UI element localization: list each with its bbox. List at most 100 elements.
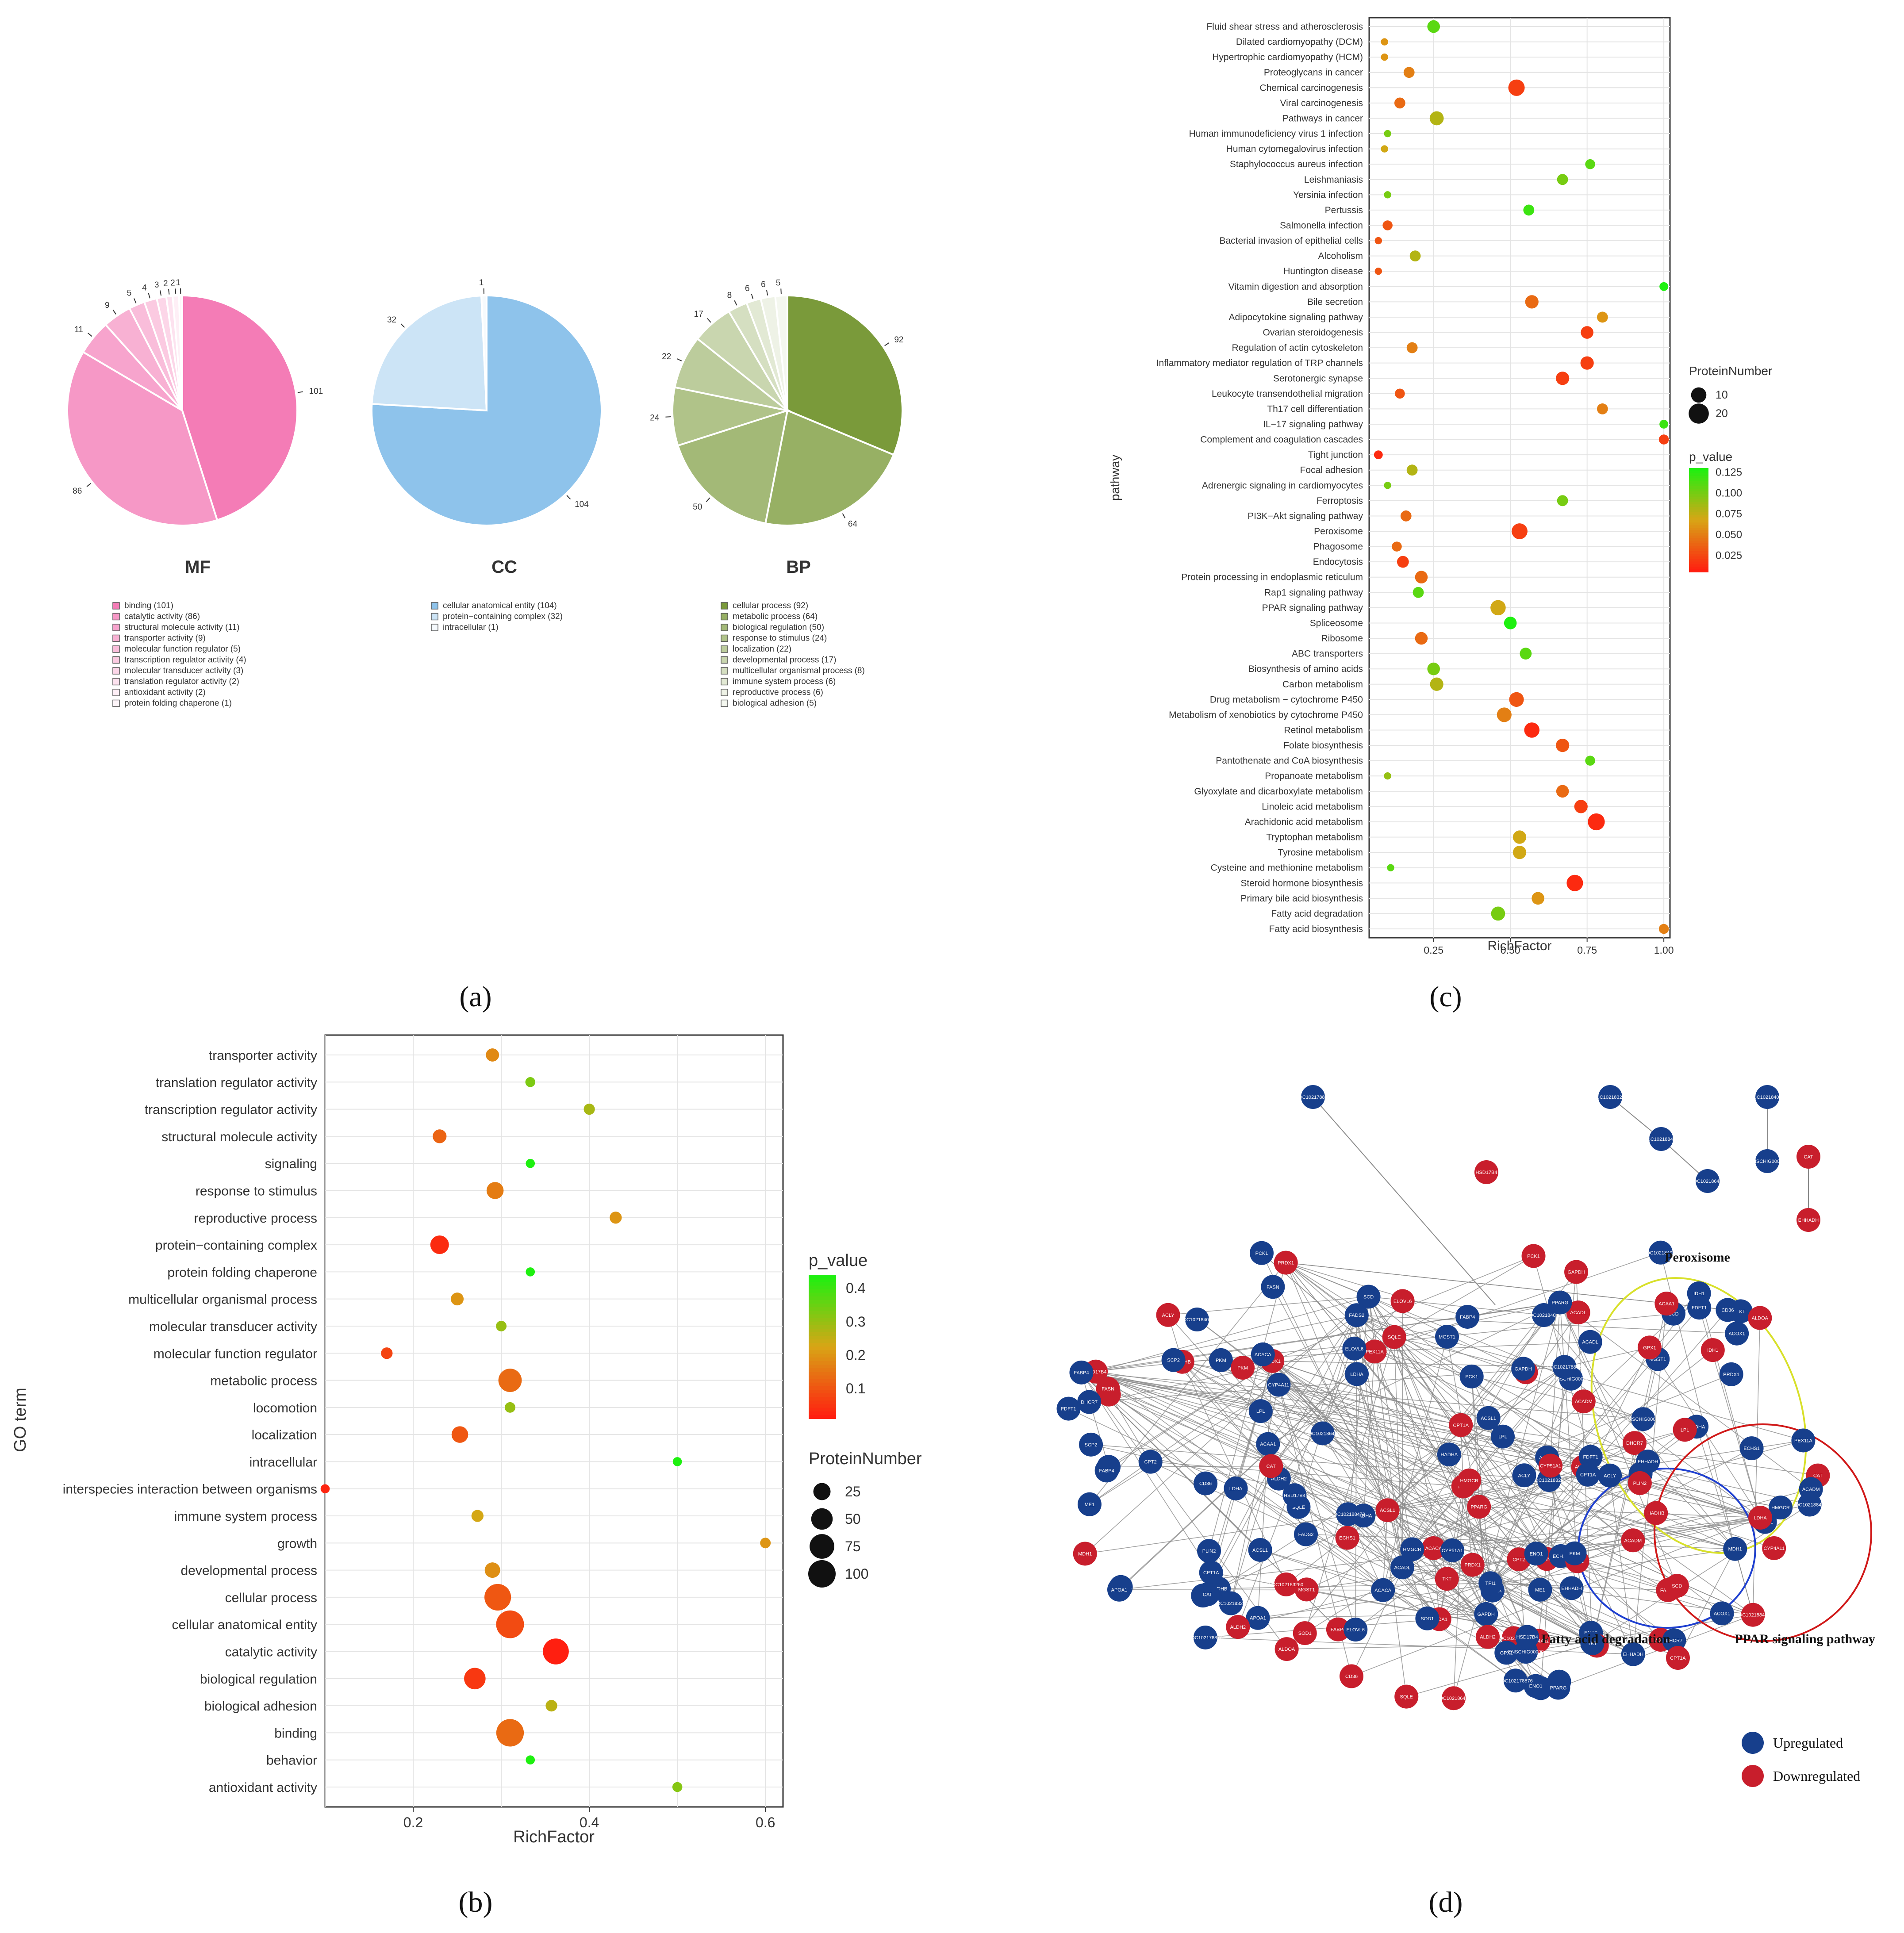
network-node bbox=[1219, 1591, 1243, 1615]
kegg-point-yersinia-infection bbox=[1384, 191, 1391, 199]
network-node-label: LOC102183260 bbox=[1269, 1582, 1303, 1588]
network-node bbox=[1552, 1355, 1577, 1379]
network-node-label: HSD17B4 bbox=[1476, 1170, 1497, 1175]
kegg-y-label: Human cytomegalovirus infection bbox=[1226, 144, 1363, 154]
kegg-point-rap1-signaling-pathway bbox=[1413, 587, 1424, 598]
network-node-label: LOC102188473 bbox=[1644, 1137, 1678, 1142]
network-node bbox=[1719, 1362, 1743, 1386]
network-node-label: LOC102186459 bbox=[1690, 1179, 1725, 1184]
pie-title-mf: MF bbox=[185, 557, 211, 577]
network-node-label: LPL bbox=[1498, 1434, 1507, 1440]
kegg-y-label: Dilated cardiomyopathy (DCM) bbox=[1236, 37, 1363, 47]
kegg-y-label: Staphylococcus aureus infection bbox=[1230, 159, 1363, 169]
network-edge bbox=[1463, 1486, 1633, 1541]
network-node-label: ACACA bbox=[1425, 1546, 1443, 1551]
network-edge bbox=[1356, 1315, 1661, 1640]
network-node bbox=[1474, 1602, 1498, 1626]
kegg-x-tick-label: 1.00 bbox=[1654, 944, 1674, 956]
network-node bbox=[1511, 1357, 1535, 1381]
network-edge bbox=[1081, 1372, 1735, 1549]
kegg-point-inflammatory-mediator-regulation-of-trp-channels bbox=[1580, 356, 1594, 370]
network-edge bbox=[1363, 1351, 1375, 1516]
go-points bbox=[320, 1048, 771, 1792]
go-colorbar-step bbox=[809, 1321, 836, 1326]
kegg-colorbar-step bbox=[1689, 486, 1708, 489]
legend-upregulated-label: Upregulated bbox=[1773, 1735, 1843, 1751]
network-node bbox=[1193, 1625, 1217, 1649]
kegg-y-labels: Fluid shear stress and atherosclerosis Di… bbox=[1156, 22, 1363, 934]
network-node bbox=[1390, 1289, 1415, 1313]
pie-label-tick bbox=[751, 293, 754, 299]
network-node-label: ACOX1 bbox=[1728, 1331, 1745, 1337]
network-edge bbox=[1306, 1480, 1550, 1590]
network-node bbox=[1701, 1338, 1725, 1362]
pie-legend-swatch bbox=[431, 613, 438, 621]
pie-legend-label: catalytic activity (86) bbox=[124, 612, 200, 621]
network-node bbox=[1301, 1085, 1325, 1109]
network-node-label: SOD1 bbox=[1298, 1631, 1312, 1636]
network-node-label: FASN bbox=[1267, 1285, 1279, 1290]
network-node-label: ME1 bbox=[1085, 1502, 1095, 1507]
kegg-size-legend: 10 20 bbox=[1689, 387, 1728, 424]
pie-legend-label: response to stimulus (24) bbox=[733, 634, 827, 643]
network-edge bbox=[1412, 1549, 1440, 1619]
pie-legend-swatch bbox=[112, 678, 120, 686]
network-node-label: HADHB bbox=[1647, 1511, 1665, 1516]
network-node bbox=[1755, 1085, 1779, 1109]
kegg-y-label: Inflammatory mediator regulation of TRP … bbox=[1156, 358, 1363, 368]
network-node-label: PRDX1 bbox=[1464, 1563, 1481, 1568]
kegg-point-serotonergic-synapse bbox=[1556, 372, 1570, 385]
pie-slice-label: 24 bbox=[650, 413, 660, 422]
network-node-label: TKT bbox=[1588, 1641, 1597, 1646]
network-node-label: DHCR7 bbox=[1666, 1638, 1682, 1643]
network-edge bbox=[1387, 1374, 1731, 1511]
legend-upregulated-swatch bbox=[1742, 1732, 1764, 1754]
go-point-cellular-process bbox=[484, 1584, 511, 1611]
kegg-y-label: Vitamin digestion and absorption bbox=[1228, 282, 1363, 292]
go-y-label: transcription regulator activity bbox=[145, 1103, 317, 1117]
network-node bbox=[1274, 1572, 1298, 1596]
network-node-label: PCK1 bbox=[1255, 1251, 1268, 1256]
kegg-point-tyrosine-metabolism bbox=[1512, 846, 1527, 859]
kegg-point-proteoglycans-in-cancer bbox=[1403, 67, 1415, 78]
pie-slice-label: 11 bbox=[74, 325, 83, 334]
go-point-intracellular bbox=[672, 1457, 682, 1466]
network-edge bbox=[1347, 1514, 1383, 1591]
network-node-label: CPT1A bbox=[1203, 1570, 1219, 1576]
network-node bbox=[1725, 1321, 1749, 1346]
network-node-label: PRDX1 bbox=[1278, 1261, 1294, 1266]
network-node-label: ACLY bbox=[1518, 1473, 1531, 1478]
kegg-y-label: Bile secretion bbox=[1307, 297, 1363, 307]
kegg-point-vitamin-digestion-and-absorption bbox=[1659, 282, 1669, 291]
network-node bbox=[1649, 1127, 1673, 1151]
kegg-size-legend-label: 10 bbox=[1716, 389, 1728, 401]
kegg-colorbar-step bbox=[1689, 538, 1708, 541]
kegg-y-label: Retinol metabolism bbox=[1284, 725, 1363, 736]
kegg-y-label: Leishmaniasis bbox=[1304, 175, 1363, 185]
pie-slice-label: 2 bbox=[163, 279, 168, 288]
network-node bbox=[1069, 1360, 1094, 1385]
pie-legend-swatch bbox=[721, 602, 728, 610]
network-node bbox=[1248, 1399, 1273, 1423]
network-edge bbox=[1089, 1315, 1357, 1505]
kegg-y-label: Carbon metabolism bbox=[1282, 679, 1363, 690]
network-node-label: EHHADH bbox=[1623, 1652, 1644, 1657]
network-edge bbox=[1286, 1262, 1591, 1457]
network-node-label: PKM bbox=[1237, 1365, 1248, 1371]
network-edge bbox=[1081, 1372, 1648, 1462]
pie-legend-label: translation regulator activity (2) bbox=[124, 677, 239, 687]
pie-slice-bp-cellular-process bbox=[787, 294, 903, 456]
pie-legends: binding (101) catalytic activity (86) stru… bbox=[112, 601, 865, 708]
kegg-colorbar-step bbox=[1689, 491, 1708, 495]
go-y-label: interspecies interaction between organis… bbox=[63, 1482, 317, 1497]
network-node-label: ACSL1 bbox=[1252, 1548, 1268, 1553]
go-point-reproductive-process bbox=[610, 1212, 622, 1224]
network-node bbox=[1546, 1676, 1570, 1700]
network-edge bbox=[1549, 1429, 1685, 1480]
network-node bbox=[1096, 1377, 1120, 1401]
pie-legend-label: transcription regulator activity (4) bbox=[124, 656, 246, 665]
pie-slice-label: 22 bbox=[662, 352, 671, 361]
network-edge bbox=[1374, 1351, 1761, 1518]
network-node bbox=[1274, 1250, 1298, 1275]
network-node bbox=[1494, 1641, 1519, 1665]
